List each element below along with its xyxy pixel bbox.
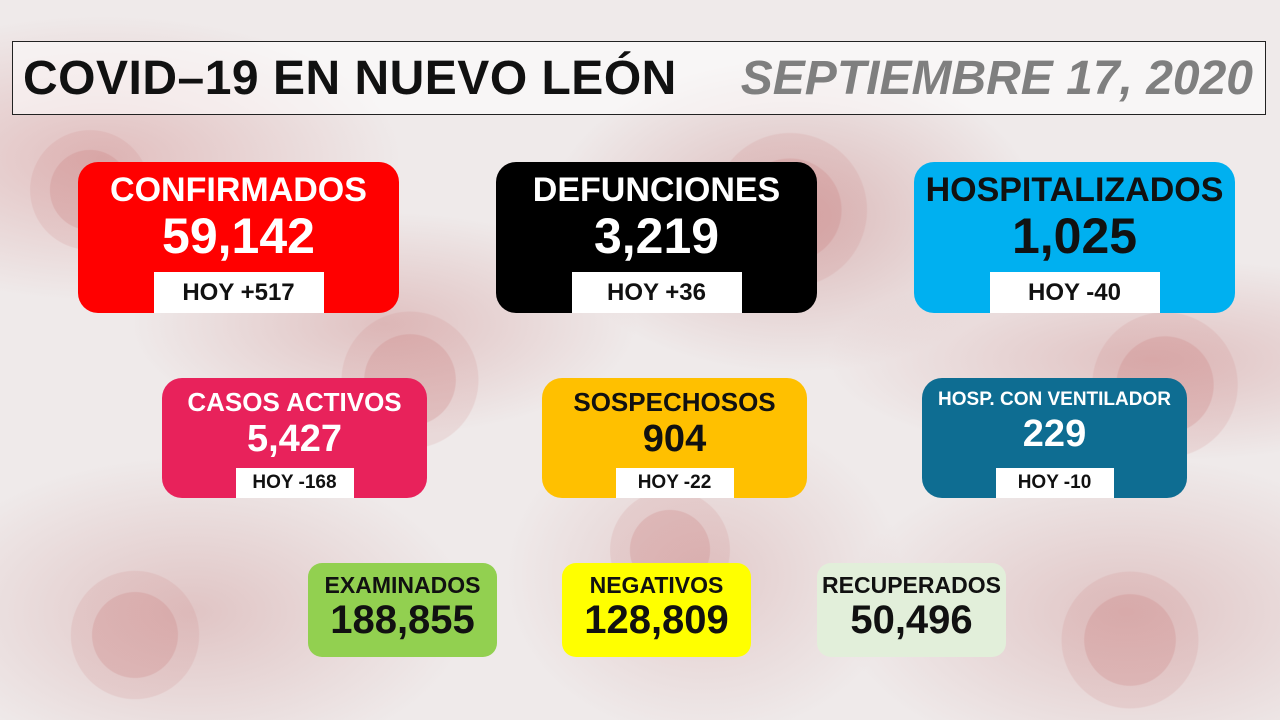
card-today-badge: HOY -40 xyxy=(989,272,1160,313)
card-value: 229 xyxy=(1022,413,1087,455)
card-label: CASOS ACTIVOS xyxy=(187,387,402,417)
card-value: 3,219 xyxy=(593,208,720,264)
card-today-badge: HOY +36 xyxy=(571,272,742,313)
card-hosp-ventilador: HOSP. CON VENTILADOR 229 HOY -10 xyxy=(922,378,1187,498)
card-value: 904 xyxy=(642,418,707,460)
card-confirmados: CONFIRMADOS 59,142 HOY +517 xyxy=(78,162,399,313)
card-label: HOSP. CON VENTILADOR xyxy=(938,389,1171,410)
card-value: 128,809 xyxy=(584,598,729,642)
card-label: NEGATIVOS xyxy=(589,572,724,598)
card-label: CONFIRMADOS xyxy=(110,171,367,209)
card-negativos: NEGATIVOS 128,809 xyxy=(562,563,751,657)
card-defunciones: DEFUNCIONES 3,219 HOY +36 xyxy=(496,162,817,313)
card-sospechosos: SOSPECHOSOS 904 HOY -22 xyxy=(542,378,807,498)
card-today-badge: HOY -10 xyxy=(995,468,1114,498)
virus-decoration xyxy=(1050,560,1210,720)
card-hospitalizados: HOSPITALIZADOS 1,025 HOY -40 xyxy=(914,162,1235,313)
virus-decoration xyxy=(60,560,210,710)
report-date: SEPTIEMBRE 17, 2020 xyxy=(740,52,1253,105)
card-value: 188,855 xyxy=(330,598,475,642)
card-examinados: EXAMINADOS 188,855 xyxy=(308,563,497,657)
page-title: COVID–19 EN NUEVO LEÓN xyxy=(23,52,677,105)
card-today-badge: HOY +517 xyxy=(153,272,324,313)
card-label: EXAMINADOS xyxy=(324,572,481,598)
card-recuperados: RECUPERADOS 50,496 xyxy=(817,563,1006,657)
card-label: HOSPITALIZADOS xyxy=(925,171,1224,209)
header-box: COVID–19 EN NUEVO LEÓN SEPTIEMBRE 17, 20… xyxy=(12,41,1266,115)
card-casos-activos: CASOS ACTIVOS 5,427 HOY -168 xyxy=(162,378,427,498)
card-value: 5,427 xyxy=(246,418,343,460)
card-today-badge: HOY -168 xyxy=(235,468,354,498)
card-value: 59,142 xyxy=(162,208,315,264)
card-label: SOSPECHOSOS xyxy=(573,387,776,417)
card-value: 1,025 xyxy=(1011,208,1138,264)
card-value: 50,496 xyxy=(850,598,973,642)
card-today-badge: HOY -22 xyxy=(615,468,734,498)
card-label: DEFUNCIONES xyxy=(532,171,781,209)
card-label: RECUPERADOS xyxy=(822,572,1001,598)
